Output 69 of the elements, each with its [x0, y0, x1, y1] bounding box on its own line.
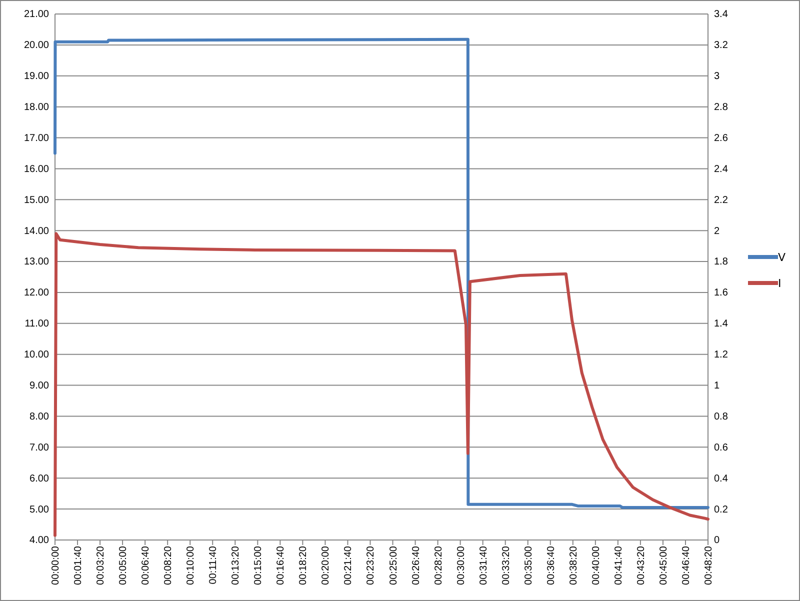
y2-tick-label: 0	[714, 535, 720, 546]
x-tick-label: 00:00:00	[50, 546, 62, 585]
y-tick-label: 5.00	[30, 504, 50, 516]
y-tick-label: 10.00	[24, 350, 50, 361]
y-tick-label: 6.00	[30, 473, 50, 484]
y2-tick-label: 1	[714, 380, 720, 392]
legend-label: I	[778, 276, 782, 290]
x-tick-label: 00:40:00	[590, 546, 602, 585]
y2-tick-label: 2.8	[714, 102, 728, 114]
x-tick-label: 00:35:00	[523, 546, 534, 585]
y-tick-label: 19.00	[24, 71, 50, 82]
y2-tick-label: 0.2	[714, 504, 728, 516]
x-tick-label: 00:46:40	[680, 546, 692, 585]
x-tick-label: 00:20:00	[320, 546, 332, 585]
x-tick-label: 00:08:20	[163, 546, 174, 585]
y2-tick-label: 0.6	[714, 442, 728, 454]
x-tick-label: 00:06:40	[140, 546, 152, 585]
line-series	[54, 232, 710, 537]
y2-tick-label: 1.8	[714, 256, 728, 268]
x-tick-label: 00:23:20	[366, 546, 377, 585]
y-tick-label: 7.00	[30, 442, 50, 454]
x-tick-label: 00:01:40	[73, 546, 84, 585]
y-tick-label: 11.00	[24, 318, 50, 330]
x-tick-label: 00:16:40	[276, 546, 287, 585]
y2-tick-label: 2	[714, 226, 720, 237]
y-tick-label: 9.00	[30, 380, 50, 392]
y2-tick-label: 3.4	[714, 9, 728, 20]
x-tick-label: 00:41:40	[613, 546, 624, 585]
y-tick-label: 4.00	[30, 535, 50, 546]
x-tick-label: 00:15:00	[253, 546, 264, 585]
y2-tick-label: 2.6	[714, 132, 728, 144]
y-tick-label: 15.00	[24, 194, 50, 206]
x-tick-label: 00:38:20	[568, 546, 580, 585]
x-tick-label: 00:45:00	[658, 546, 670, 585]
y-tick-label: 20.00	[24, 40, 50, 52]
x-tick-label: 00:10:00	[186, 546, 197, 585]
y-tick-label: 21.00	[24, 9, 50, 20]
legend-label: V	[778, 250, 786, 264]
x-tick-label: 00:30:00	[456, 546, 467, 585]
y-tick-label: 18.00	[24, 102, 50, 114]
y2-tick-label: 0.4	[714, 473, 728, 484]
y2-tick-label: 1.6	[714, 288, 728, 299]
x-tick-label: 00:26:40	[410, 546, 422, 585]
y-tick-label: 16.00	[24, 164, 50, 175]
x-tick-label: 00:03:20	[96, 546, 107, 585]
y2-tick-label: 3.2	[714, 40, 728, 52]
y-tick-label: 14.00	[24, 226, 50, 237]
x-tick-label: 00:21:40	[343, 546, 354, 585]
x-tick-label: 00:48:20	[704, 546, 714, 585]
x-tick-label: 00:28:20	[433, 546, 444, 585]
y-tick-label: 8.00	[30, 411, 50, 422]
y2-tick-label: 2.2	[714, 194, 728, 206]
y2-tick-label: 3	[714, 71, 720, 82]
x-tick-label: 00:31:40	[478, 546, 490, 585]
y2-tick-label: 2.4	[714, 164, 728, 175]
x-tick-label: 00:11:40	[208, 546, 220, 584]
y2-tick-label: 0.8	[714, 411, 728, 422]
x-tick-label: 00:13:20	[230, 546, 242, 585]
x-tick-label: 00:25:00	[388, 546, 400, 585]
x-tick-label: 00:43:20	[636, 546, 647, 585]
x-tick-label: 00:36:40	[546, 546, 557, 585]
y-tick-label: 13.00	[24, 256, 50, 268]
y2-tick-label: 1.2	[714, 350, 728, 361]
x-tick-label: 00:05:00	[118, 546, 130, 585]
y-tick-label: 17.00	[24, 132, 50, 144]
x-tick-label: 00:33:20	[500, 546, 512, 585]
y-tick-label: 12.00	[24, 288, 50, 299]
y2-tick-label: 1.4	[714, 318, 728, 330]
x-tick-label: 00:18:20	[298, 546, 310, 585]
